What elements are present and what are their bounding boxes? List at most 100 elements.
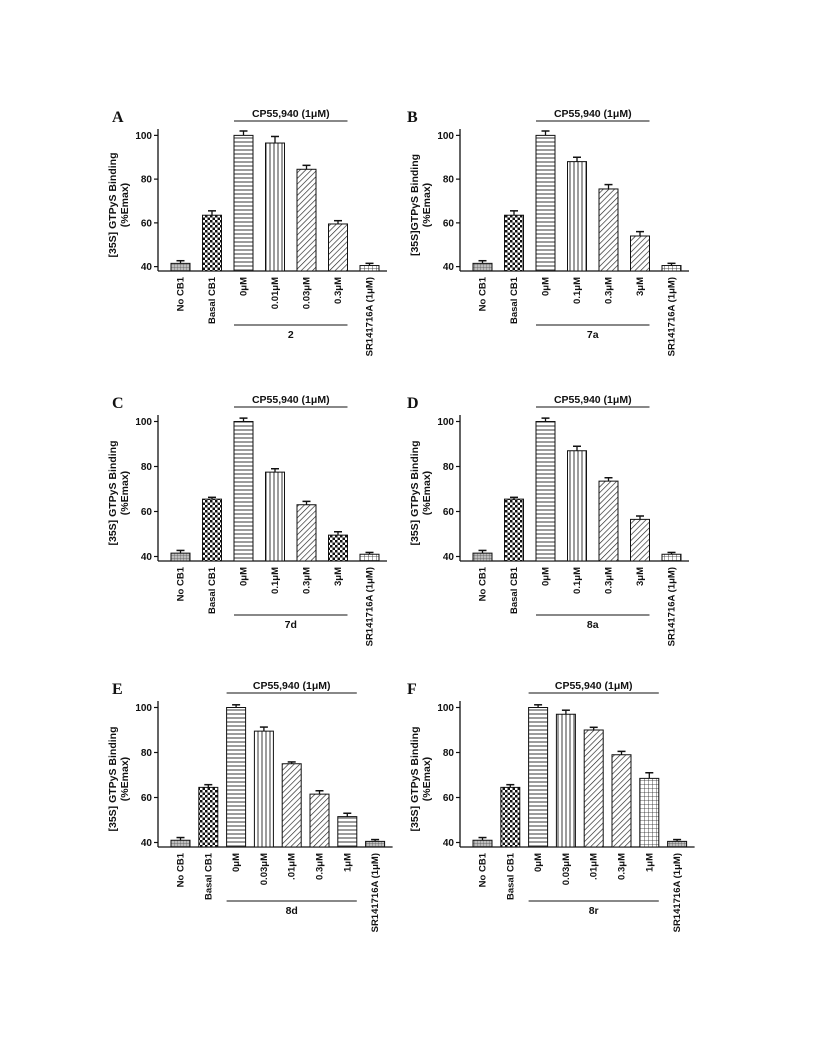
- x-tick-label: SR141716A (1μM): [365, 567, 376, 646]
- x-tick-label: No CB1: [176, 566, 187, 601]
- x-tick-label: No CB1: [478, 276, 489, 311]
- y-tick-label: 80: [141, 748, 153, 759]
- bar: [296, 168, 317, 272]
- x-tick-label: Basal CB1: [509, 276, 520, 324]
- y-tick-label: 100: [135, 703, 152, 714]
- bar: [598, 188, 619, 272]
- bar: [328, 534, 348, 562]
- x-tick-label: 0.3μM: [302, 567, 313, 594]
- group-label: 8a: [587, 619, 599, 631]
- bar: [233, 134, 254, 272]
- bar: [296, 504, 317, 562]
- x-tick-label: 0.3μM: [315, 853, 326, 880]
- panel-letter: D: [407, 395, 419, 412]
- panel-letter: B: [407, 109, 418, 126]
- bar: [535, 421, 556, 562]
- y-axis-label: [35S] GTPyS Binding: [409, 726, 421, 831]
- bar: [472, 839, 493, 848]
- panel-E: E [35S] GTPyS Binding (%Emax) 40 60 80 100 No C…: [107, 680, 393, 932]
- bar: [265, 142, 285, 272]
- panel-D: D [35S] GTPyS Binding (%Emax) 40 60 80 100 No C…: [407, 394, 689, 646]
- bar: [630, 235, 650, 272]
- y-tick-label: 40: [141, 262, 153, 273]
- bar: [328, 223, 348, 272]
- x-tick-label: 1μM: [644, 853, 655, 872]
- bar: [567, 161, 587, 272]
- y-tick-label: 60: [141, 218, 153, 229]
- bracket-label: CP55,940 (1μM): [252, 394, 330, 406]
- x-tick-label: Basal CB1: [203, 852, 214, 900]
- panel-letter: E: [112, 681, 123, 698]
- panel-letter: A: [112, 109, 124, 126]
- bar: [472, 552, 493, 562]
- bar: [281, 763, 302, 848]
- x-tick-label: 0.03μM: [259, 853, 270, 885]
- x-tick-label: 0μM: [239, 277, 250, 296]
- bar: [667, 840, 688, 848]
- bar: [639, 777, 660, 848]
- x-tick-label: No CB1: [478, 566, 489, 601]
- x-tick-label: .01μM: [589, 853, 600, 880]
- y-tick-label: 100: [135, 417, 152, 428]
- y-tick-label: 80: [443, 175, 455, 186]
- group-label: 8d: [286, 905, 298, 917]
- x-tick-label: 3μM: [635, 277, 646, 296]
- bracket-label: CP55,940 (1μM): [555, 680, 633, 692]
- x-tick-label: 0μM: [541, 277, 552, 296]
- group-label: 7d: [285, 619, 297, 631]
- x-tick-label: SR141716A (1μM): [365, 277, 376, 356]
- x-tick-label: 0.03μM: [302, 277, 313, 309]
- y-tick-label: 100: [437, 131, 454, 142]
- y-axis-label-units: (%Emax): [119, 757, 131, 801]
- bar: [583, 729, 604, 848]
- y-tick-label: 40: [141, 552, 153, 563]
- y-tick-label: 60: [141, 507, 153, 518]
- x-tick-label: SR141716A (1μM): [667, 277, 678, 356]
- y-tick-label: 40: [443, 262, 455, 273]
- bar: [337, 816, 358, 848]
- y-axis-label: [35S] GTPyS Binding: [107, 152, 119, 257]
- y-tick-label: 40: [443, 552, 455, 563]
- y-tick-label: 60: [443, 507, 455, 518]
- x-tick-label: .01μM: [287, 853, 298, 880]
- bracket-label: CP55,940 (1μM): [253, 680, 331, 692]
- x-tick-label: Basal CB1: [207, 566, 218, 614]
- y-axis-label-units: (%Emax): [421, 757, 433, 801]
- x-tick-label: 0.1μM: [270, 567, 281, 594]
- bar: [365, 840, 386, 848]
- y-tick-label: 60: [141, 793, 153, 804]
- y-axis-label-units: (%Emax): [421, 183, 433, 227]
- x-tick-label: 3μM: [333, 567, 344, 586]
- y-tick-label: 100: [437, 417, 454, 428]
- panel-letter: F: [407, 681, 417, 698]
- y-tick-label: 80: [141, 462, 153, 473]
- bar: [598, 480, 619, 562]
- bar: [630, 518, 650, 562]
- bar: [661, 553, 682, 562]
- y-tick-label: 80: [443, 462, 455, 473]
- y-axis-label: [35S] GTPyS Binding: [409, 440, 421, 545]
- y-tick-label: 100: [437, 703, 454, 714]
- group-label: 2: [288, 329, 294, 341]
- y-axis-label: [35S] GTPyS Binding: [107, 726, 119, 831]
- y-tick-label: 40: [443, 838, 455, 849]
- x-tick-label: 0μM: [541, 567, 552, 586]
- y-tick-label: 60: [443, 218, 455, 229]
- bar: [555, 713, 576, 848]
- bar: [170, 262, 191, 272]
- x-tick-label: 0.1μM: [572, 567, 583, 594]
- x-tick-label: No CB1: [176, 852, 187, 887]
- bar: [500, 786, 521, 848]
- x-tick-label: 0.01μM: [270, 277, 281, 309]
- x-tick-label: 0.3μM: [617, 853, 628, 880]
- bar: [528, 707, 549, 848]
- bar: [170, 839, 191, 848]
- x-tick-label: Basal CB1: [207, 276, 218, 324]
- y-axis-label-units: (%Emax): [119, 471, 131, 515]
- y-axis-label: [35S]GTPγS Binding: [409, 154, 421, 256]
- bar: [309, 793, 330, 848]
- x-tick-label: Basal CB1: [505, 852, 516, 900]
- y-tick-label: 60: [443, 793, 455, 804]
- bar: [661, 265, 682, 272]
